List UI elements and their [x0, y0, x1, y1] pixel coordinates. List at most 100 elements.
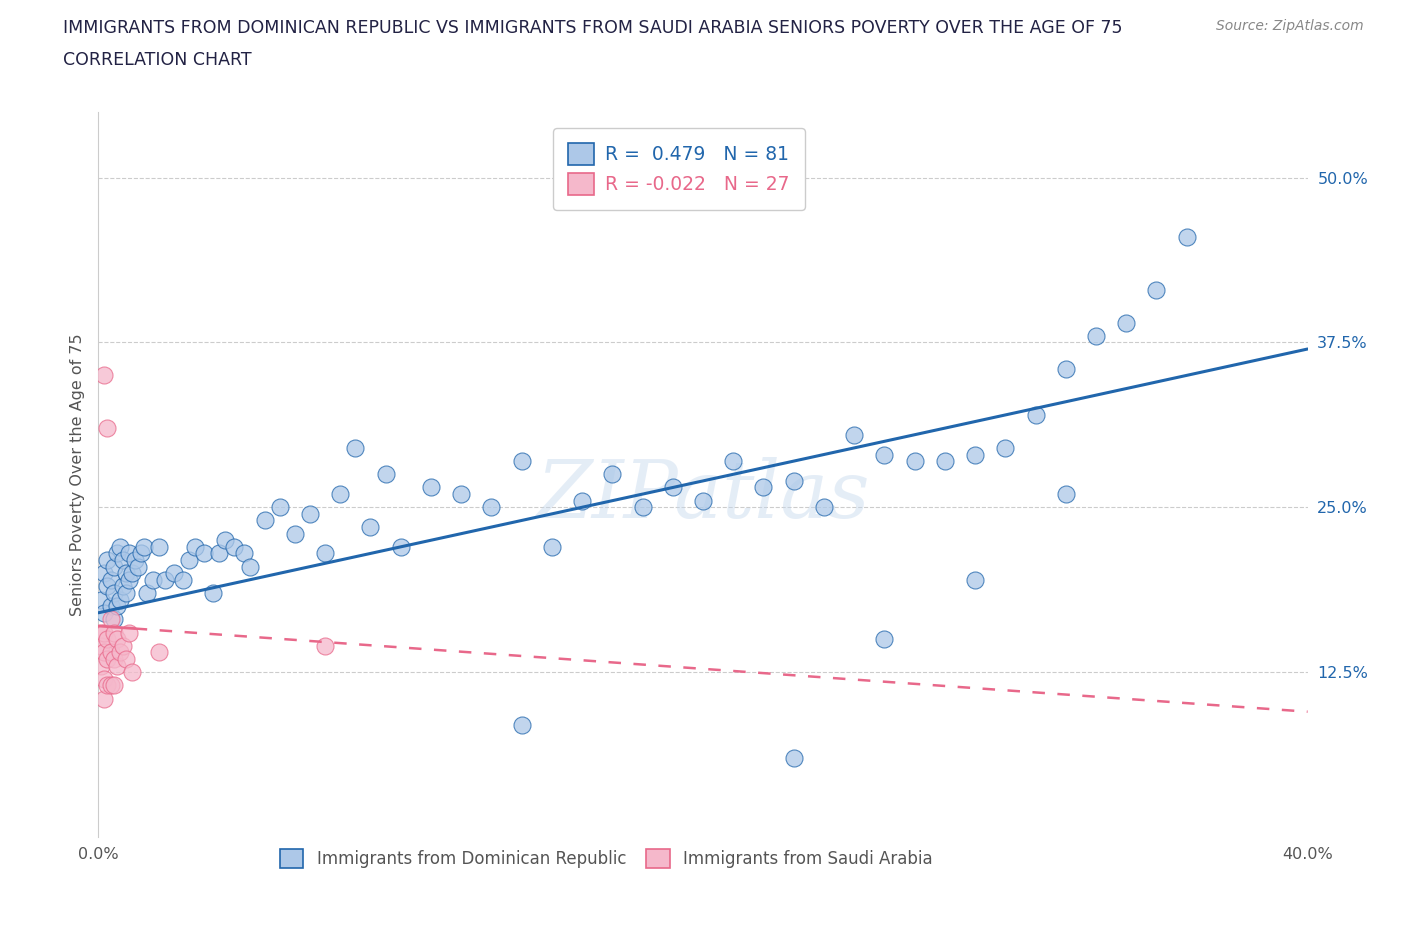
- Point: [114, 652, 136, 667]
- Point: [873, 447, 896, 462]
- Point: [692, 493, 714, 508]
- Point: [124, 552, 146, 567]
- Point: [163, 565, 186, 580]
- Point: [96, 652, 118, 667]
- Point: [93, 671, 115, 686]
- Point: [344, 441, 367, 456]
- Point: [994, 441, 1017, 456]
- Point: [105, 658, 128, 673]
- Point: [118, 572, 141, 587]
- Point: [135, 586, 157, 601]
- Point: [299, 507, 322, 522]
- Point: [111, 579, 134, 594]
- Point: [93, 625, 115, 640]
- Point: [481, 499, 503, 514]
- Point: [111, 638, 134, 653]
- Point: [269, 499, 291, 514]
- Point: [153, 572, 176, 587]
- Point: [142, 572, 165, 587]
- Point: [103, 559, 125, 574]
- Point: [103, 586, 125, 601]
- Point: [1175, 230, 1198, 245]
- Point: [148, 644, 170, 659]
- Point: [90, 625, 112, 640]
- Point: [96, 420, 118, 435]
- Point: [510, 454, 533, 469]
- Point: [510, 717, 533, 732]
- Y-axis label: Seniors Poverty Over the Age of 75: Seniors Poverty Over the Age of 75: [69, 333, 84, 616]
- Point: [314, 638, 336, 653]
- Point: [103, 625, 125, 640]
- Point: [103, 678, 125, 693]
- Point: [100, 612, 122, 627]
- Point: [108, 644, 131, 659]
- Point: [118, 625, 141, 640]
- Point: [374, 467, 396, 482]
- Point: [232, 546, 254, 561]
- Point: [90, 592, 112, 607]
- Point: [571, 493, 593, 508]
- Point: [100, 644, 122, 659]
- Point: [389, 539, 412, 554]
- Point: [121, 565, 143, 580]
- Point: [934, 454, 956, 469]
- Point: [114, 586, 136, 601]
- Point: [360, 520, 382, 535]
- Point: [93, 644, 115, 659]
- Point: [314, 546, 336, 561]
- Point: [179, 552, 201, 567]
- Point: [118, 546, 141, 561]
- Point: [783, 473, 806, 488]
- Point: [1054, 362, 1077, 377]
- Point: [208, 546, 231, 561]
- Point: [108, 539, 131, 554]
- Point: [783, 751, 806, 765]
- Point: [965, 447, 987, 462]
- Point: [90, 638, 112, 653]
- Point: [202, 586, 225, 601]
- Point: [105, 546, 128, 561]
- Point: [172, 572, 194, 587]
- Point: [239, 559, 262, 574]
- Point: [329, 486, 352, 501]
- Point: [965, 572, 987, 587]
- Point: [214, 533, 236, 548]
- Point: [844, 427, 866, 442]
- Point: [602, 467, 624, 482]
- Point: [93, 368, 115, 383]
- Text: IMMIGRANTS FROM DOMINICAN REPUBLIC VS IMMIGRANTS FROM SAUDI ARABIA SENIORS POVER: IMMIGRANTS FROM DOMINICAN REPUBLIC VS IM…: [63, 19, 1123, 36]
- Point: [129, 546, 152, 561]
- Text: Source: ZipAtlas.com: Source: ZipAtlas.com: [1216, 19, 1364, 33]
- Point: [193, 546, 215, 561]
- Point: [90, 658, 112, 673]
- Point: [661, 480, 683, 495]
- Point: [96, 678, 118, 693]
- Point: [224, 539, 246, 554]
- Point: [253, 513, 276, 528]
- Text: ZIPatlas: ZIPatlas: [536, 458, 870, 535]
- Point: [93, 691, 115, 706]
- Legend: Immigrants from Dominican Republic, Immigrants from Saudi Arabia: Immigrants from Dominican Republic, Immi…: [269, 837, 945, 880]
- Point: [723, 454, 745, 469]
- Point: [105, 599, 128, 614]
- Point: [103, 612, 125, 627]
- Point: [108, 592, 131, 607]
- Point: [121, 665, 143, 680]
- Point: [813, 499, 835, 514]
- Point: [1054, 486, 1077, 501]
- Point: [873, 631, 896, 646]
- Point: [96, 552, 118, 567]
- Point: [1024, 407, 1046, 422]
- Point: [114, 565, 136, 580]
- Point: [96, 579, 118, 594]
- Point: [420, 480, 443, 495]
- Point: [111, 552, 134, 567]
- Point: [148, 539, 170, 554]
- Point: [100, 572, 122, 587]
- Text: CORRELATION CHART: CORRELATION CHART: [63, 51, 252, 69]
- Point: [1115, 315, 1137, 330]
- Point: [904, 454, 927, 469]
- Point: [127, 559, 149, 574]
- Point: [93, 605, 115, 620]
- Point: [96, 631, 118, 646]
